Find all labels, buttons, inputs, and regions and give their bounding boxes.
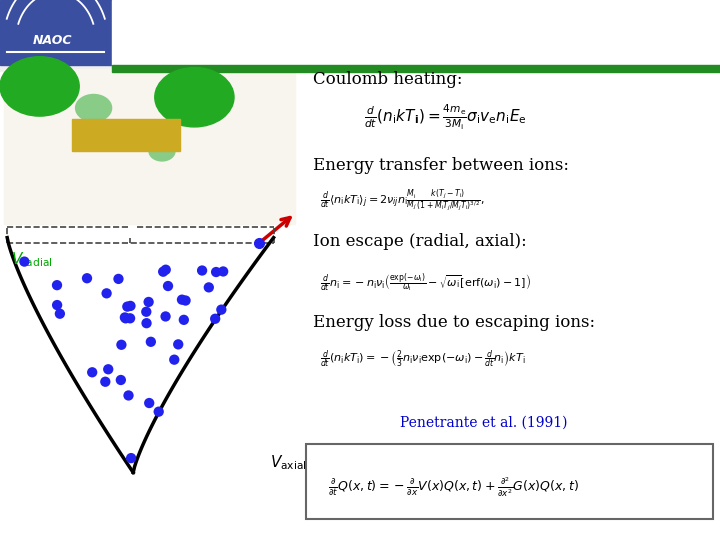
- Point: [119, 313, 130, 322]
- Text: $\frac{d}{dt}(n_\mathrm{i}kT_\mathbf{i}) = \frac{4m_\mathrm{e}}{3M_\mathrm{i}}\s: $\frac{d}{dt}(n_\mathrm{i}kT_\mathbf{i})…: [364, 103, 526, 132]
- Point: [140, 307, 152, 316]
- Point: [197, 266, 208, 275]
- Point: [180, 296, 192, 305]
- Point: [125, 314, 136, 322]
- Point: [160, 312, 171, 321]
- Bar: [0, 72, 720, 540]
- Point: [153, 407, 164, 416]
- Text: $\frac{d}{dt}\langle n_\mathrm{i}kT_\mathrm{i}\rangle_j = 2\nu_{ij}n_\mathrm{i}\: $\frac{d}{dt}\langle n_\mathrm{i}kT_\mat…: [320, 188, 485, 215]
- Bar: [112, 0, 720, 65]
- Point: [99, 377, 111, 386]
- Point: [141, 319, 153, 327]
- Point: [145, 338, 157, 346]
- Text: $V_{\rm radial}$: $V_{\rm radial}$: [11, 251, 53, 269]
- Point: [122, 302, 133, 311]
- Text: $V_{\rm axial}$: $V_{\rm axial}$: [270, 453, 307, 472]
- Text: $\frac{d}{dt}n_\mathrm{i} = -n_\mathrm{i}\nu_\mathrm{i}\left(\frac{\exp(-\omega_: $\frac{d}{dt}n_\mathrm{i} = -n_\mathrm{i…: [320, 271, 531, 294]
- Point: [81, 274, 93, 282]
- Text: Penetrante et al. (1991): Penetrante et al. (1991): [400, 416, 567, 430]
- Text: Energy loss due to escaping ions:: Energy loss due to escaping ions:: [313, 314, 595, 330]
- Text: Energy transfer between ions:: Energy transfer between ions:: [313, 157, 570, 174]
- Point: [210, 314, 221, 323]
- Bar: [0, 0, 112, 65]
- Point: [203, 283, 215, 292]
- Circle shape: [149, 141, 175, 161]
- Text: Coulomb heating:: Coulomb heating:: [313, 71, 463, 87]
- Point: [54, 309, 66, 318]
- Point: [162, 282, 174, 291]
- Point: [51, 281, 63, 289]
- Point: [122, 391, 134, 400]
- Point: [86, 368, 98, 376]
- Circle shape: [0, 57, 79, 116]
- Point: [176, 295, 188, 304]
- Text: Ion escape (radial, axial):: Ion escape (radial, axial):: [313, 233, 527, 249]
- Point: [158, 267, 169, 276]
- Point: [125, 301, 136, 310]
- Point: [215, 305, 227, 314]
- Text: $\frac{\partial}{\partial t}Q(x,t) = -\frac{\partial}{\partial x}V(x)Q(x,t) + \f: $\frac{\partial}{\partial t}Q(x,t) = -\f…: [328, 475, 579, 498]
- Circle shape: [76, 94, 112, 122]
- Point: [143, 298, 154, 306]
- Point: [178, 315, 189, 324]
- Point: [51, 301, 63, 309]
- Point: [113, 274, 125, 283]
- Bar: [112, 65, 720, 72]
- Point: [173, 340, 184, 349]
- Bar: [72, 119, 180, 151]
- Point: [120, 314, 132, 322]
- Point: [101, 289, 112, 298]
- Text: $\frac{d}{dt}(n_\mathrm{i}kT_\mathrm{i}) = -\left(\frac{2}{3}n_\mathrm{i}\nu_\ma: $\frac{d}{dt}(n_\mathrm{i}kT_\mathrm{i})…: [320, 349, 526, 370]
- Bar: [4, 69, 295, 224]
- Point: [115, 376, 127, 384]
- Point: [160, 265, 171, 274]
- Point: [143, 399, 155, 407]
- Text: NAOC: NAOC: [32, 34, 72, 47]
- Point: [217, 267, 229, 276]
- Point: [102, 365, 114, 374]
- Point: [168, 355, 180, 364]
- Bar: [306, 444, 713, 519]
- Point: [19, 257, 30, 266]
- Point: [125, 454, 137, 462]
- Circle shape: [155, 68, 234, 127]
- Point: [116, 340, 127, 349]
- Point: [210, 268, 222, 276]
